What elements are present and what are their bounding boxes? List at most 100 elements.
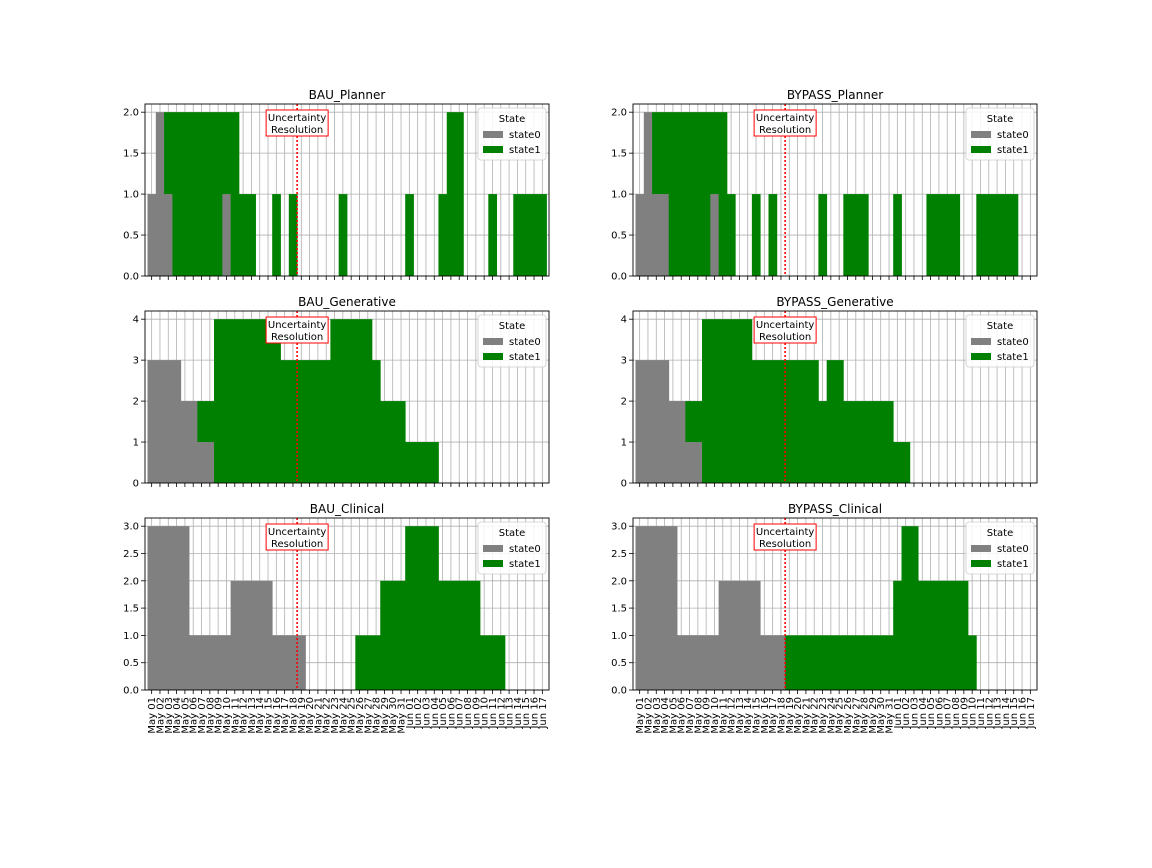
x-tick-label: May 19: [785, 697, 796, 734]
legend-swatch: [483, 560, 503, 567]
y-tick-label: 1.5: [123, 604, 139, 615]
panel-title: BYPASS_Clinical: [788, 502, 882, 516]
bar-state1: [934, 194, 944, 276]
x-tick-label: May 21: [801, 697, 812, 734]
x-tick-label: Jun 02: [413, 697, 424, 730]
bar-state1: [810, 635, 819, 690]
bar-state1: [726, 194, 736, 276]
x-tick-label: May 12: [727, 697, 738, 734]
bar-state1: [951, 580, 961, 690]
x-tick-label: Jun 14: [1001, 697, 1012, 730]
annotation-box: [265, 109, 329, 137]
bar-state1: [660, 112, 670, 195]
legend-title: State: [499, 528, 525, 539]
x-tick-label: Jun 10: [480, 697, 491, 730]
bar-state0: [213, 635, 223, 690]
bar-state1: [843, 635, 853, 690]
y-tick-label: 0.5: [123, 658, 139, 669]
legend-swatch: [483, 131, 503, 138]
x-tick-label: May 13: [735, 697, 746, 734]
bar-state0: [693, 442, 703, 483]
bar-state1: [768, 194, 778, 276]
bar-state1: [238, 194, 248, 276]
y-tick-label: 2.5: [611, 549, 627, 560]
bar-state1: [421, 442, 431, 483]
bar-state0: [685, 635, 695, 690]
bar-state0: [272, 635, 281, 690]
axes-frame: [632, 517, 1038, 691]
bar-state1: [693, 401, 703, 443]
panel-title: BAU_Planner: [309, 88, 386, 102]
bar-state0: [751, 580, 761, 690]
bar-state0: [693, 635, 703, 690]
y-tick-label: 2.5: [123, 549, 139, 560]
bar-state1: [909, 526, 919, 690]
bar-state0: [205, 635, 215, 690]
axes-frame: [144, 517, 550, 691]
bar-state0: [297, 635, 306, 690]
bar-state1: [926, 194, 936, 276]
x-tick-label: Jun 04: [918, 697, 929, 730]
bar-state1: [726, 319, 736, 483]
bar-state1: [413, 526, 423, 690]
y-tick-label: 1.0: [611, 190, 627, 201]
x-tick-label: May 17: [768, 697, 779, 734]
x-tick-label: May 16: [272, 697, 283, 734]
bar-state0: [222, 635, 232, 690]
bar-state1: [388, 580, 398, 690]
panel-title: BAU_Generative: [298, 295, 396, 309]
annotation-text: Resolution: [759, 539, 811, 550]
bar-state1: [793, 635, 803, 690]
bar-state1: [959, 580, 969, 690]
legend-swatch: [483, 146, 503, 153]
x-tick-label: Jun 12: [984, 697, 995, 730]
x-tick-label: May 02: [643, 697, 654, 734]
bar-state1: [776, 360, 786, 483]
y-tick-label: 0.0: [123, 686, 139, 697]
x-tick-label: May 20: [793, 697, 804, 734]
bar-state1: [521, 194, 531, 276]
bar-state1: [496, 635, 506, 690]
x-tick-label: May 10: [710, 697, 721, 734]
x-tick-label: Jun 08: [463, 697, 474, 730]
bar-state1: [213, 112, 223, 276]
bar-state1: [513, 194, 522, 276]
panel-title: BAU_Clinical: [310, 502, 385, 516]
x-tick-label: May 22: [810, 697, 821, 734]
bar-state1: [785, 360, 794, 483]
panel-title: BYPASS_Generative: [776, 295, 893, 309]
bar-state1: [826, 360, 836, 483]
bar-state0: [147, 194, 157, 276]
bar-state0: [643, 360, 653, 483]
axes-frame: [632, 103, 1038, 277]
x-tick-label: May 28: [860, 697, 871, 734]
x-tick-label: Jun 02: [901, 697, 912, 730]
y-tick-label: 3.0: [611, 522, 627, 533]
bar-state1: [718, 319, 728, 483]
annotation-text: Uncertainty: [756, 113, 815, 124]
x-tick-label: May 07: [197, 697, 208, 734]
y-tick-label: 0: [133, 479, 139, 490]
y-tick-label: 1.5: [611, 604, 627, 615]
y-tick-label: 2.0: [611, 108, 627, 119]
bar-state1: [893, 580, 902, 690]
bar-state1: [247, 319, 256, 483]
x-tick-label: May 09: [214, 697, 225, 734]
bar-state0: [247, 580, 256, 690]
x-tick-label: May 23: [330, 697, 341, 734]
bar-state1: [238, 319, 248, 483]
annotation-text: Resolution: [759, 125, 811, 136]
legend-swatch: [971, 131, 991, 138]
bar-state1: [843, 401, 853, 483]
bar-state0: [164, 194, 173, 276]
bar-state1: [1009, 194, 1019, 276]
bar-state1: [538, 194, 547, 276]
x-tick-label: Jun 16: [530, 697, 541, 730]
bar-state1: [685, 401, 695, 443]
bar-state1: [826, 635, 836, 690]
x-tick-label: Jun 16: [1018, 697, 1029, 730]
bar-state1: [446, 580, 456, 690]
legend-label: state0: [997, 544, 1029, 555]
bar-state1: [859, 635, 869, 690]
bar-state0: [238, 580, 248, 690]
